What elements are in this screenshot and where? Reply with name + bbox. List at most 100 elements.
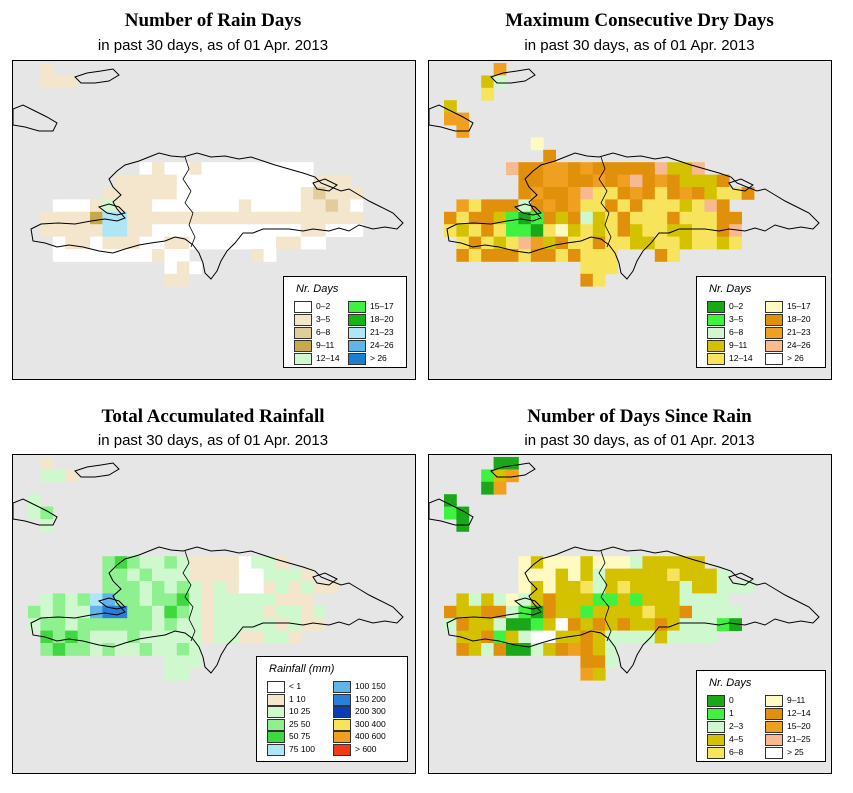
grid-cell [704,187,718,200]
grid-cell [28,618,41,631]
grid-cell [543,249,556,262]
grid-cell [65,643,78,656]
map-frame: Nr. Days 0 1 2–3 4–5 6–8 9–11 12–14 15–20 21–25 >… [428,454,832,774]
grid-cell [543,556,556,569]
legend-label: 9–11 [316,340,335,350]
grid-cell [667,605,680,619]
grid-cell [226,174,240,188]
grid-cell [226,568,240,582]
grid-cell [139,249,153,262]
grid-cell [139,618,153,631]
grid-cell [176,224,190,237]
grid-cell [52,618,66,631]
grid-cell [201,162,215,175]
grid-cell [251,605,264,619]
grid-cell [704,236,718,250]
panel-title: Total Accumulated Rainfall [101,406,325,427]
grid-cell [251,211,264,225]
legend-label: 200 300 [355,706,386,716]
grid-cell [338,199,351,213]
grid-cell [580,211,594,225]
legend-swatch [267,693,285,706]
grid-cell [288,618,302,631]
map-legend: Nr. Days 0–2 3–5 6–8 9–11 12–14 15–17 18–20 21–… [283,276,407,368]
grid-cell [568,605,581,619]
map-legend: Nr. Days 0–2 3–5 6–8 9–11 12–14 15–17 18–20 21–… [696,276,826,368]
legend-swatch [765,734,783,746]
legend-swatch [765,301,783,313]
grid-cell [164,211,178,225]
grid-cell [238,568,252,582]
grid-cell [127,605,140,619]
grid-cell [630,556,643,569]
grid-cell [580,605,594,619]
grid-cell [605,581,618,594]
legend-label: 21–23 [370,327,394,337]
map-canvas [13,457,404,681]
grid-cell [543,162,556,175]
grid-cell [518,593,532,607]
grid-cell [65,618,78,631]
grid-cell [201,211,215,225]
grid-cell [456,236,470,250]
grid-cell [667,593,680,607]
grid-cell [518,249,532,262]
grid-cell [114,224,128,237]
grid-cell [114,581,128,594]
coastline [30,546,404,674]
grid-cell [568,187,581,200]
grid-cell [654,630,668,644]
legend-swatch [348,340,366,352]
grid-cell [102,199,116,213]
grid-cell [642,605,656,619]
grid-cell [90,643,103,656]
grid-cell [152,174,165,188]
legend-swatch [765,327,783,339]
grid-cell [642,556,656,569]
grid-cell [543,630,556,644]
grid-cell [251,630,264,644]
grid-cell [40,211,54,225]
country-border [598,156,612,248]
grid-cell [580,261,594,275]
grid-cell [65,199,78,213]
grid-cell [704,618,718,631]
island-outlines [429,462,820,674]
grid-cell [28,506,41,520]
grid-cell [667,249,680,262]
grid-cell [568,618,581,631]
legend-label: 6–8 [316,327,331,337]
grid-cell [238,174,252,188]
grid-cell [568,199,581,213]
coastline [312,178,338,192]
legend-swatch [765,340,783,352]
grid-cell [52,75,66,89]
legend-swatch [348,314,366,326]
grid-cell [276,199,289,213]
grid-cell [692,581,705,594]
grid-cell [238,199,252,213]
grid-cell [555,618,569,631]
grid-cell [456,643,470,656]
grid-cell [667,630,680,644]
grid-cell [617,211,631,225]
grid-cell [127,211,140,225]
grid-cell [654,199,668,213]
grid-cell [238,236,252,250]
grid-cell [176,605,190,619]
grid-cell [444,211,457,225]
grid-cell [201,236,215,250]
grid-cell [164,593,178,607]
grid-cell [605,174,618,188]
grid-cell [238,630,252,644]
grid-cell [152,643,165,656]
grid-cell [617,162,631,175]
grid-cell [568,556,581,569]
grid-cell [164,273,178,287]
grid-cell [300,605,314,619]
grid-cell [605,568,618,582]
grid-cell [139,236,153,250]
grid-cell [201,593,215,607]
coastline [13,104,58,132]
grid-cell [251,593,264,607]
